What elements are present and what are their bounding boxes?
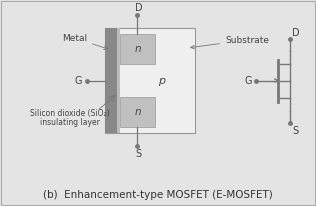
Text: G: G (245, 76, 252, 85)
Text: Metal: Metal (62, 34, 107, 49)
Text: (b)  Enhancement-type MOSFET (E-MOSFET): (b) Enhancement-type MOSFET (E-MOSFET) (43, 190, 273, 200)
Text: D: D (135, 3, 142, 13)
Text: n: n (134, 107, 141, 117)
Text: S: S (136, 149, 142, 159)
Text: D: D (292, 27, 300, 37)
Text: Substrate: Substrate (191, 35, 269, 49)
Text: n: n (134, 44, 141, 54)
Bar (120, 97, 155, 127)
Bar (117, 28, 120, 133)
Text: Silicon dioxide (SiO₂): Silicon dioxide (SiO₂) (30, 109, 110, 117)
Text: insulating layer: insulating layer (40, 117, 100, 126)
Text: S: S (292, 125, 298, 136)
Text: G: G (75, 76, 82, 85)
Bar (105, 28, 117, 133)
Text: p: p (158, 76, 165, 85)
Bar (105, 28, 195, 133)
Bar (120, 34, 155, 64)
